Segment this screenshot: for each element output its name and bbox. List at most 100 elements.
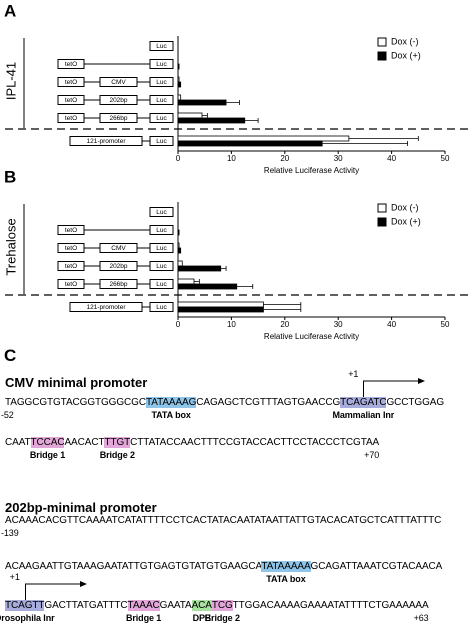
sequence-segment: TCG Bridge 2 (205, 600, 240, 623)
construct-label: Luc (156, 138, 167, 145)
sequence-text: TCAGTT (5, 600, 45, 611)
construct-box (149, 261, 174, 271)
bar (177, 229, 180, 236)
arrow-head (79, 581, 87, 587)
construct-label: 266bp (109, 115, 127, 122)
x-tick-label: 10 (227, 320, 236, 329)
sequence-segment: TCCAC Bridge 1 (30, 437, 65, 460)
error-bar (226, 100, 240, 105)
construct-box (149, 41, 174, 51)
sequence-line: TAGGCGTGTACGGTGGGCGCTATAAAAG TATA box CAGA… (1, 369, 444, 420)
tss-label: +1 (348, 369, 359, 379)
tss-label: +1 (9, 572, 20, 582)
sequence-text: TCAGATC (340, 397, 387, 408)
bar (177, 117, 246, 124)
section-title: 202bp-minimal promoter (5, 500, 157, 515)
x-tick-label: 20 (280, 154, 289, 163)
segment-label: DPE (192, 613, 211, 623)
bar (177, 140, 323, 147)
sequence-line: CAATTCCAC Bridge 1 AACACTTTGT Bridge 2 CTTAT… (5, 437, 379, 460)
panel-label: B (4, 167, 16, 186)
error-bar (263, 307, 302, 312)
sequence-text: GAATA (159, 600, 192, 611)
sequence-text: TAGGCGTGTACGGTGGGCGC (5, 397, 146, 408)
construct-box (149, 136, 174, 146)
construct-label: tetO (65, 281, 77, 288)
construct-box (149, 302, 174, 312)
legend-swatch (377, 217, 387, 227)
section-title: CMV minimal promoter (5, 375, 148, 390)
sequence-text: TTGT (104, 437, 131, 448)
sequence-line: ACAAGAATTGTAAAGAATATTGTGAGTGTATGTGAAGCAT… (5, 561, 442, 584)
bar (177, 76, 180, 83)
construct-label: Luc (156, 245, 167, 252)
construct-label: tetO (65, 227, 77, 234)
construct-label: Luc (156, 79, 167, 86)
x-tick-label: 0 (176, 320, 181, 329)
construct-label: tetO (65, 79, 77, 86)
error-bar (263, 302, 302, 307)
construct-label: Luc (156, 227, 167, 234)
error-bar (194, 279, 200, 284)
sequence-segment: CTTATACCAACTTTCCGTACCACTTCCTACCCTCGTAA (130, 437, 379, 448)
sequence-text: ACAAGAATTGTAAAGAATATTGTGAGTGTATGTGAAGCA (5, 561, 262, 572)
x-axis-label: Relative Luciferase Activity (264, 166, 359, 175)
position-label: -139 (1, 528, 19, 538)
legend-swatch (377, 51, 387, 61)
sequence-segment: TATAAAAG TATA box (145, 397, 197, 420)
sequence-segment: ACAAACACGTTCAAAATCATATTTTCCTCACTATACAATA… (5, 515, 441, 526)
construct-box (149, 207, 174, 217)
arrow-head (418, 378, 426, 384)
sequence-segment: TCAGATC Mammalian Inr +1 (332, 369, 426, 420)
segment-label: Bridge 1 (125, 613, 162, 623)
sequence-text: TATAAAAA (261, 561, 311, 572)
sequence-text: CAGAGCTCGTTTAGTGAACCG (196, 397, 341, 408)
error-bar (244, 118, 259, 123)
sequence-text: ACAAACACGTTCAAAATCATATTTTCCTCACTATACAATA… (5, 515, 442, 526)
construct-label: Luc (156, 304, 167, 311)
construct-label: Luc (156, 281, 167, 288)
sequence-segment: GACTTATGATTTC (44, 600, 127, 611)
segment-label: Bridge 1 (29, 450, 66, 460)
charts: A IPL-41 0 10 20 30 40 50 Relative Luciferase Ac… (3, 1, 470, 341)
construct-label: tetO (65, 61, 77, 68)
construct-label: Luc (156, 97, 167, 104)
bar (177, 306, 264, 313)
bar (177, 135, 350, 142)
x-tick-label: 0 (176, 154, 181, 163)
sequence-text: TAAAC (127, 600, 160, 611)
segment-label: TATA box (151, 410, 191, 420)
arrow-line (363, 380, 419, 397)
construct-box (149, 113, 174, 123)
construct-label: 202bp (109, 263, 127, 270)
construct-label: Luc (156, 43, 167, 50)
sequence-text: CTTATACCAACTTTCCGTACCACTTCCTACCCTCGTAA (130, 437, 380, 448)
sequence-text: CAAT (5, 437, 31, 448)
construct-box (149, 279, 174, 289)
sequence-segment: GCCTGGAG (386, 397, 444, 408)
construct-label: 121-promoter (86, 304, 126, 311)
sequence-line: TCAGTT Drosophila Inr +1 GACTTATGATTTCTAAAC… (0, 572, 429, 623)
legend-label: Dox (+) (391, 50, 421, 60)
segment-label: Mammalian Inr (332, 410, 395, 420)
sequence-segment: TTGT Bridge 2 (100, 437, 135, 460)
legend-swatch (377, 37, 387, 47)
segment-label: TATA box (266, 574, 306, 584)
legend-label: Dox (-) (391, 36, 419, 46)
construct-label: CMV (111, 79, 126, 86)
sequence-segment: CAAT (5, 437, 31, 448)
legend-label: Dox (+) (391, 216, 421, 226)
segment-label: Bridge 2 (99, 450, 135, 460)
construct-label: tetO (65, 97, 77, 104)
sequence-text: TATAAAAG (145, 397, 197, 408)
construct-label: Luc (156, 209, 167, 216)
x-tick-label: 40 (387, 154, 396, 163)
sequence-segment: TAAAC Bridge 1 (126, 600, 161, 623)
bar (177, 260, 183, 267)
construct-label: 266bp (109, 281, 127, 288)
side-label: Trehalose (3, 218, 18, 275)
position-label: -52 (1, 410, 14, 420)
tss-arrow (363, 378, 426, 397)
error-bar (322, 141, 409, 146)
